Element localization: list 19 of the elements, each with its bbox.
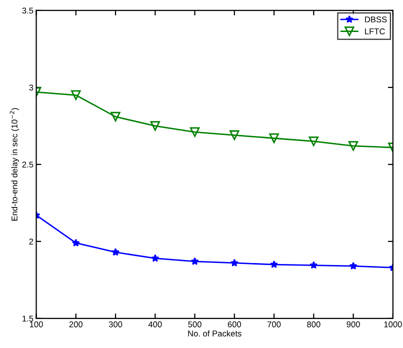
x-tick-label: 100 [30, 321, 43, 328]
x-tick-label: 300 [108, 321, 122, 328]
y-tick-label: 3 [29, 84, 34, 91]
x-tick-label: 700 [268, 321, 281, 328]
x-tick-label: 200 [69, 321, 83, 328]
y-tick-label: 2 [29, 238, 34, 244]
legend-label: LFTC [365, 28, 385, 34]
x-tick-label: 500 [188, 321, 202, 328]
y-tick-label: 2.5 [22, 162, 34, 168]
x-tick-label: 400 [148, 321, 162, 328]
x-tick-label: 900 [346, 321, 360, 328]
x-tick-label: 600 [228, 321, 242, 328]
legend-label: DBSS [365, 16, 387, 22]
y-axis-title: End-to-end delay in sec (10$^{−2}$) [10, 108, 20, 221]
y-tick-label: 3.5 [22, 8, 34, 14]
x-tick-label: 800 [307, 321, 320, 328]
y-tick-label: 1.5 [22, 316, 34, 322]
x-axis-title: No. of Packets [188, 330, 242, 336]
x-tick-label: 1000 [384, 321, 402, 328]
